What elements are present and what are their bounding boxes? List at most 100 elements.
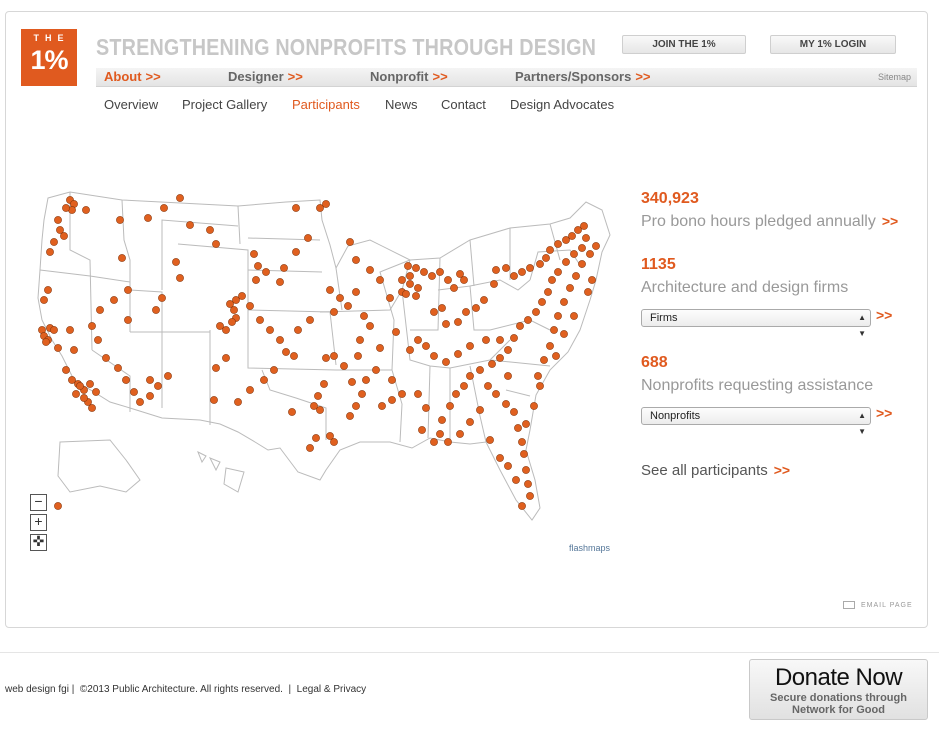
- reset-map-button[interactable]: ✜: [30, 534, 47, 551]
- participant-dot[interactable]: [548, 276, 556, 284]
- participant-dot[interactable]: [492, 390, 500, 398]
- participant-dot[interactable]: [176, 274, 184, 282]
- subnav-participants[interactable]: Participants: [292, 97, 360, 112]
- participant-dot[interactable]: [568, 232, 576, 240]
- participant-dot[interactable]: [504, 346, 512, 354]
- participant-dot[interactable]: [518, 438, 526, 446]
- participant-dot[interactable]: [402, 290, 410, 298]
- participant-dot[interactable]: [42, 338, 50, 346]
- subnav-contact[interactable]: Contact: [441, 97, 486, 112]
- participant-dot[interactable]: [304, 234, 312, 242]
- participant-dot[interactable]: [206, 226, 214, 234]
- participant-dot[interactable]: [522, 420, 530, 428]
- participant-dot[interactable]: [354, 352, 362, 360]
- participant-dot[interactable]: [254, 262, 262, 270]
- participant-dot[interactable]: [388, 376, 396, 384]
- participant-dot[interactable]: [160, 204, 168, 212]
- participant-dot[interactable]: [406, 346, 414, 354]
- participant-dot[interactable]: [320, 380, 328, 388]
- participant-dot[interactable]: [154, 382, 162, 390]
- participant-dot[interactable]: [152, 306, 160, 314]
- participant-dot[interactable]: [276, 278, 284, 286]
- participant-dot[interactable]: [40, 296, 48, 304]
- participant-dot[interactable]: [292, 248, 300, 256]
- participant-dot[interactable]: [554, 268, 562, 276]
- participant-dot[interactable]: [82, 206, 90, 214]
- participant-dot[interactable]: [496, 336, 504, 344]
- participant-dot[interactable]: [466, 342, 474, 350]
- participant-dot[interactable]: [512, 476, 520, 484]
- participant-dot[interactable]: [262, 268, 270, 276]
- participant-dot[interactable]: [352, 288, 360, 296]
- participant-dot[interactable]: [496, 354, 504, 362]
- participant-dot[interactable]: [212, 240, 220, 248]
- participant-dot[interactable]: [94, 336, 102, 344]
- participant-dot[interactable]: [524, 316, 532, 324]
- participant-dot[interactable]: [586, 250, 594, 258]
- participant-dot[interactable]: [346, 238, 354, 246]
- participant-dot[interactable]: [482, 336, 490, 344]
- participant-dot[interactable]: [422, 404, 430, 412]
- pro-bono-hours-arrow-link[interactable]: >>: [881, 213, 899, 229]
- participant-dot[interactable]: [230, 306, 238, 314]
- participant-dot[interactable]: [580, 222, 588, 230]
- participant-dot[interactable]: [484, 382, 492, 390]
- participant-dot[interactable]: [216, 322, 224, 330]
- participant-dot[interactable]: [186, 221, 194, 229]
- participant-dot[interactable]: [114, 364, 122, 372]
- participant-dot[interactable]: [130, 388, 138, 396]
- participant-dot[interactable]: [414, 284, 422, 292]
- participant-dot[interactable]: [86, 380, 94, 388]
- participant-dot[interactable]: [560, 298, 568, 306]
- participant-dot[interactable]: [54, 502, 62, 510]
- sitemap-link[interactable]: Sitemap: [877, 72, 911, 82]
- participant-dot[interactable]: [492, 266, 500, 274]
- nav-item-nonprofit[interactable]: Nonprofit >>: [370, 69, 448, 84]
- logo[interactable]: THE 1%: [21, 29, 77, 86]
- participant-dot[interactable]: [66, 326, 74, 334]
- participant-dot[interactable]: [146, 376, 154, 384]
- participant-dot[interactable]: [412, 292, 420, 300]
- participant-dot[interactable]: [88, 404, 96, 412]
- login-button[interactable]: MY 1% LOGIN: [770, 35, 896, 54]
- participant-dot[interactable]: [306, 316, 314, 324]
- firms-go-arrow[interactable]: >>: [876, 307, 893, 323]
- participant-dot[interactable]: [122, 376, 130, 384]
- participant-dot[interactable]: [228, 318, 236, 326]
- participant-dot[interactable]: [212, 364, 220, 372]
- participant-dot[interactable]: [340, 362, 348, 370]
- firms-select[interactable]: Firms ▲ ▼: [641, 309, 871, 338]
- participant-dot[interactable]: [222, 326, 230, 334]
- participant-dot[interactable]: [502, 400, 510, 408]
- participant-dot[interactable]: [532, 308, 540, 316]
- participant-dot[interactable]: [50, 238, 58, 246]
- participant-dot[interactable]: [172, 258, 180, 266]
- participant-dot[interactable]: [526, 492, 534, 500]
- participant-dot[interactable]: [352, 402, 360, 410]
- participant-dot[interactable]: [412, 264, 420, 272]
- participant-dot[interactable]: [490, 280, 498, 288]
- participant-dot[interactable]: [136, 398, 144, 406]
- participant-dot[interactable]: [344, 302, 352, 310]
- participant-dot[interactable]: [414, 336, 422, 344]
- participant-dot[interactable]: [526, 264, 534, 272]
- participant-dot[interactable]: [542, 254, 550, 262]
- participant-dot[interactable]: [398, 276, 406, 284]
- participant-dot[interactable]: [560, 330, 568, 338]
- participant-dot[interactable]: [518, 502, 526, 510]
- participant-dot[interactable]: [176, 194, 184, 202]
- participant-dot[interactable]: [436, 430, 444, 438]
- participant-dot[interactable]: [376, 344, 384, 352]
- participant-dot[interactable]: [588, 276, 596, 284]
- participant-dot[interactable]: [456, 270, 464, 278]
- participant-dot[interactable]: [60, 232, 68, 240]
- participant-dot[interactable]: [422, 342, 430, 350]
- participant-dot[interactable]: [62, 204, 70, 212]
- donate-now-button[interactable]: Donate Now Secure donations through Netw…: [749, 659, 928, 720]
- participant-dot[interactable]: [68, 376, 76, 384]
- participant-dot[interactable]: [438, 304, 446, 312]
- participant-dot[interactable]: [290, 352, 298, 360]
- participant-dot[interactable]: [88, 322, 96, 330]
- participant-dot[interactable]: [360, 312, 368, 320]
- participant-dot[interactable]: [124, 316, 132, 324]
